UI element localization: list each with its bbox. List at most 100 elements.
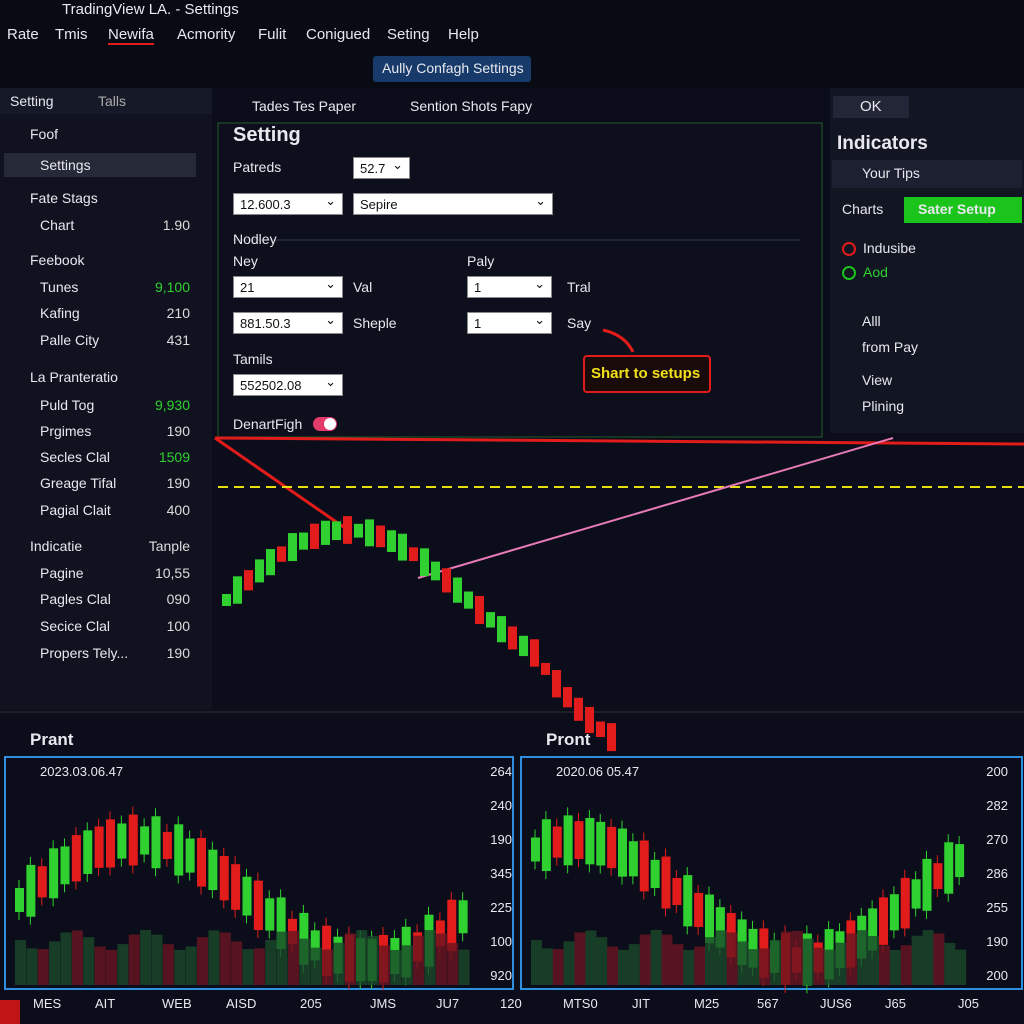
candle: [868, 935, 880, 985]
candle: [563, 815, 573, 866]
candle: [563, 687, 572, 708]
tree-item: Feebook: [30, 252, 85, 268]
candle: [365, 519, 374, 547]
candle: [552, 670, 561, 698]
date: 2020.06 05.47: [556, 764, 640, 779]
candle: [802, 938, 814, 985]
candle: [431, 561, 440, 581]
panel-tab: Sater Setup: [918, 201, 996, 217]
select[interactable]: 12.600.3: [233, 193, 343, 215]
candle: [151, 934, 163, 985]
tree-item: Secles Clal: [40, 449, 111, 465]
field-label: Say: [567, 315, 592, 331]
candle: [197, 837, 206, 887]
candle: [255, 559, 264, 583]
field-label: Paly: [467, 253, 495, 269]
select[interactable]: Sepire: [353, 193, 553, 215]
candle: [208, 930, 220, 985]
field-label: Sheple: [353, 315, 397, 331]
candle: [117, 944, 129, 985]
panel-title: Prant: [30, 730, 74, 749]
candle: [140, 930, 152, 985]
x-label: AISD: [226, 996, 257, 1011]
menu-item: Rate: [7, 26, 39, 43]
menu-item: Help: [448, 26, 479, 43]
x-label: J65: [885, 996, 906, 1011]
candle: [128, 814, 138, 866]
candle: [618, 949, 629, 985]
candle: [748, 928, 758, 968]
candle: [596, 937, 608, 985]
x-label: J05: [958, 996, 979, 1011]
search: Your Tips: [862, 165, 920, 181]
y-label: 200: [986, 968, 1008, 983]
candle: [288, 533, 297, 562]
select[interactable]: 1: [467, 276, 552, 298]
x-label: 567: [757, 996, 779, 1011]
candle: [447, 899, 457, 952]
candle: [737, 941, 749, 985]
x-label: MTS0: [563, 996, 598, 1011]
candle: [650, 930, 662, 985]
candle: [715, 907, 725, 948]
tree-item: Fate Stags: [30, 190, 98, 206]
tree-value: 9,100: [154, 279, 190, 295]
menu-item: Acmority: [177, 26, 236, 43]
field-label: DenartFigh: [233, 416, 303, 432]
candle: [106, 949, 117, 985]
candle: [185, 946, 197, 985]
tree-item: Propers Tely...: [40, 645, 129, 661]
select[interactable]: 552502.08: [233, 374, 343, 396]
candle: [276, 931, 288, 985]
tree-value: Tanple: [148, 538, 190, 554]
x-label: JMS: [370, 996, 396, 1011]
y-label: 225: [490, 900, 512, 915]
x-label: MES: [33, 996, 62, 1011]
candle: [639, 934, 651, 985]
candle: [911, 935, 923, 985]
candle: [661, 934, 673, 985]
candle: [889, 949, 901, 985]
candle: [344, 933, 356, 985]
tree-item: Greage Tifal: [40, 475, 117, 491]
candle: [574, 821, 584, 859]
candle: [531, 940, 542, 985]
candle: [288, 930, 299, 985]
candle: [824, 949, 836, 985]
y-label: 200: [986, 764, 1008, 779]
candle: [596, 821, 606, 866]
candle: [379, 945, 390, 985]
candle: [694, 946, 706, 985]
tree-value: 400: [166, 502, 190, 518]
date: 2023.03.06.47: [40, 764, 124, 779]
tree-value: 431: [166, 332, 190, 348]
candle: [639, 840, 649, 892]
candle: [879, 897, 888, 945]
candle: [233, 576, 242, 604]
candle: [128, 934, 140, 985]
candle: [650, 859, 660, 889]
candle: [813, 947, 825, 985]
field-label: Val: [353, 279, 373, 295]
candle: [49, 941, 61, 985]
candle: [398, 533, 407, 561]
candle: [310, 523, 319, 549]
candle: [15, 888, 24, 912]
select[interactable]: 21: [233, 276, 343, 298]
candle: [944, 942, 956, 985]
candle: [607, 723, 616, 752]
candle: [585, 817, 595, 865]
candle: [541, 662, 550, 675]
select[interactable]: 52.7: [353, 157, 410, 179]
tree-item: Secice Clal: [40, 618, 111, 634]
tree-value: 1509: [158, 449, 190, 465]
x-label: WEB: [162, 996, 192, 1011]
candle: [140, 826, 150, 855]
select[interactable]: 881.50.3: [233, 312, 343, 334]
select[interactable]: 1: [467, 312, 552, 334]
x-label: 120: [500, 996, 522, 1011]
candle: [563, 941, 575, 985]
x-label: JU7: [436, 996, 460, 1011]
candle: [354, 523, 363, 538]
y-label: 264: [490, 764, 512, 779]
